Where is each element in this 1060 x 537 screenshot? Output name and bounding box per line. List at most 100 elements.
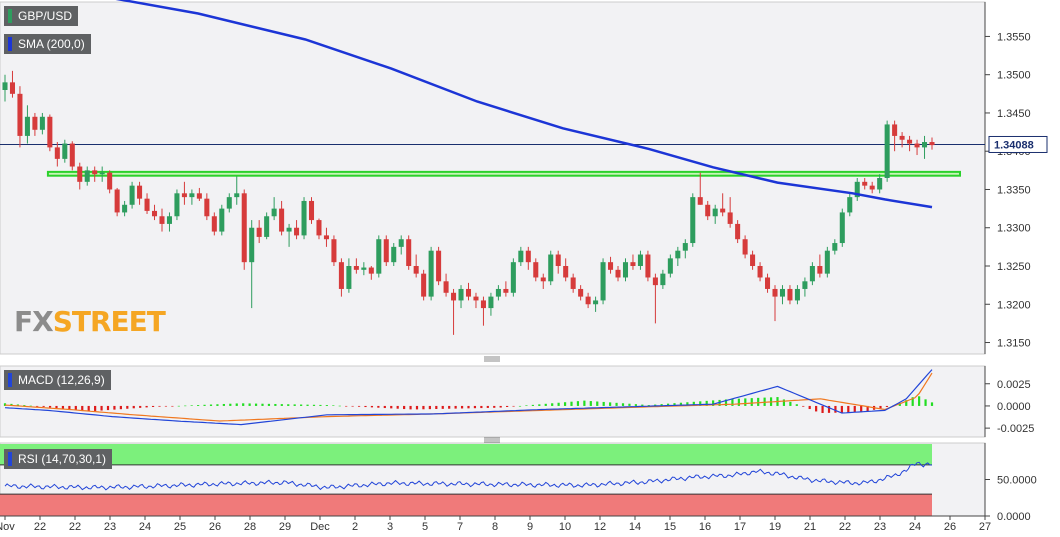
macd-histogram-bar (383, 405, 386, 409)
macd-histogram-bar (506, 405, 509, 408)
x-axis-label: 14 (629, 521, 641, 533)
x-axis-label: 25 (174, 521, 186, 533)
candle-body (84, 170, 90, 182)
candle-body (421, 273, 427, 297)
macd-histogram-bar (634, 404, 637, 406)
candle-body (929, 142, 935, 146)
candle-body (794, 288, 800, 301)
x-axis-label: 17 (734, 521, 746, 533)
x-axis-label: 9 (527, 521, 533, 533)
macd-histogram-bar (242, 403, 245, 406)
macd-histogram-bar (164, 405, 168, 407)
x-axis-label: 26 (944, 521, 956, 533)
macd-histogram-bar (357, 405, 361, 407)
x-axis-label: 8 (492, 521, 498, 533)
x-axis-label: 21 (804, 521, 816, 533)
macd-histogram-bar (750, 398, 753, 406)
macd-line (4, 369, 933, 426)
macd-histogram-bar (396, 405, 399, 409)
macd-histogram-bar (930, 402, 934, 406)
macd-label: MACD (12,26,9) (4, 370, 111, 390)
candle-body (271, 208, 277, 217)
macd-histogram-bar (325, 405, 328, 406)
rsi-label: RSI (14,70,30,1) (4, 449, 113, 469)
candle-body (622, 262, 629, 278)
candle-body (451, 292, 457, 301)
macd-histogram-bar (493, 405, 496, 408)
macd-histogram-bar (119, 405, 122, 410)
macd-histogram-bar (583, 400, 586, 406)
macd-axis-label: -0.0025 (997, 423, 1034, 435)
macd-histogram-bar (300, 404, 303, 406)
macd-histogram-bar (370, 405, 374, 408)
macd-histogram-bar (467, 405, 470, 409)
macd-histogram-bar (815, 405, 818, 412)
macd-histogram-bar (403, 405, 406, 410)
candle-body (675, 250, 681, 259)
macd-histogram-bar (866, 405, 869, 412)
macd-histogram-bar (274, 403, 277, 406)
candle-body (637, 254, 643, 266)
x-axis-label: 19 (769, 521, 781, 533)
macd-histogram-bar (724, 399, 728, 406)
candle-body (720, 208, 726, 213)
macd-histogram-bar (647, 405, 650, 406)
x-axis-label: 28 (244, 521, 256, 533)
rsi-oversold-zone (0, 494, 932, 516)
candle-body (712, 208, 718, 217)
macd-histogram-bar (222, 403, 225, 406)
price-axis-label: 1.3300 (997, 223, 1031, 235)
macd-histogram-bar (287, 404, 290, 406)
x-axis-label: Nov (0, 521, 15, 533)
candle-body (368, 267, 374, 274)
macd-histogram-bar (280, 404, 283, 406)
candle-body (316, 220, 322, 236)
rsi-axis-label: 0.0000 (997, 511, 1031, 523)
candle-body (518, 250, 524, 263)
macd-histogram-bar (190, 405, 193, 406)
price-axis-label: 1.3500 (997, 70, 1031, 82)
candle-body (391, 246, 397, 263)
x-axis-label: 5 (422, 521, 428, 533)
macd-histogram-bar (905, 400, 908, 406)
candle-body (488, 296, 494, 309)
macd-histogram-bar (306, 404, 309, 406)
macd-histogram-bar (699, 401, 702, 406)
macd-histogram-bar (802, 405, 805, 407)
candle-body (765, 277, 771, 289)
candle-body (495, 288, 501, 297)
candle-body (279, 208, 285, 232)
macd-histogram-bar (216, 404, 219, 406)
macd-histogram-bar (203, 404, 206, 406)
price-axis-label: 1.3550 (997, 31, 1031, 43)
candle-body (436, 250, 442, 282)
macd-histogram-bar (267, 403, 271, 406)
candle-body (196, 193, 202, 199)
macd-histogram-bar (29, 405, 32, 407)
macd-histogram-bar (518, 405, 522, 407)
candle-body (750, 254, 756, 266)
candle-body (211, 216, 217, 232)
macd-histogram-bar (235, 403, 238, 406)
macd-histogram-bar (589, 401, 592, 406)
candle-body (353, 266, 359, 270)
x-axis-label: 10 (559, 521, 571, 533)
candle-body (361, 267, 367, 270)
macd-histogram-bar (847, 405, 850, 413)
candle-body (294, 227, 300, 236)
macd-histogram-bar (377, 405, 380, 408)
candle-body (99, 172, 105, 175)
candle-body (884, 124, 890, 178)
macd-histogram-bar (628, 403, 631, 406)
candle-body (824, 250, 830, 274)
macd-histogram-bar (757, 397, 760, 406)
candle-body (802, 281, 808, 289)
macd-histogram-bar (209, 404, 213, 406)
macd-histogram-bar (94, 405, 97, 411)
macd-histogram-bar (435, 405, 438, 409)
candle-body (166, 216, 172, 224)
macd-histogram-bar (351, 405, 354, 407)
candle-body (54, 147, 60, 159)
candle-body (413, 266, 419, 274)
